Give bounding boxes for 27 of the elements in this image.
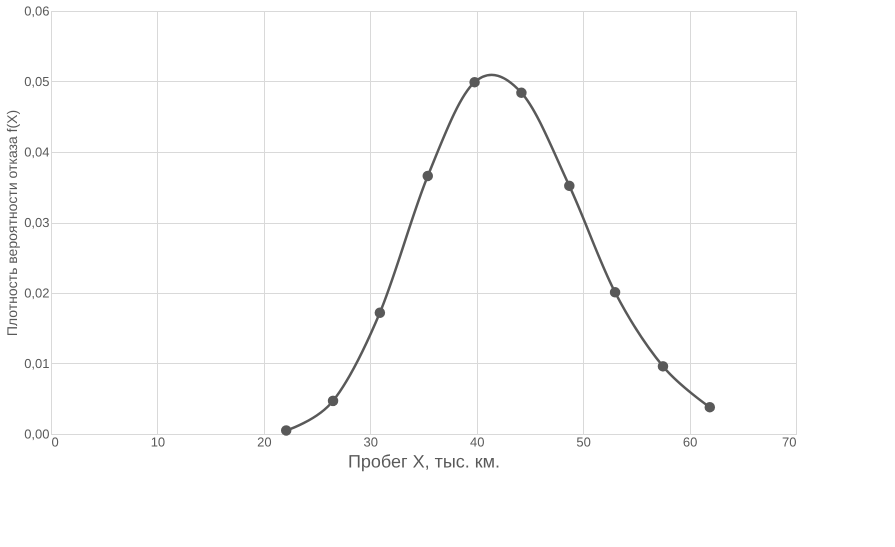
point — [658, 361, 668, 372]
x-tick-label: 10 — [150, 434, 166, 450]
x-tick-label: 20 — [257, 434, 272, 450]
y-tick-label: 0,02 — [24, 286, 50, 300]
point — [516, 88, 527, 98]
y-axis-title: Плотность вероятности отказа f(X) — [4, 110, 20, 336]
x-tick-label: 0 — [52, 434, 59, 450]
x-axis-title: Пробег X, тыс. км. — [348, 452, 500, 472]
point — [280, 425, 292, 436]
y-tick-label: 0,00 — [24, 426, 50, 442]
point — [610, 287, 620, 298]
y-tick-label: 0,05 — [24, 74, 50, 89]
point — [469, 76, 480, 88]
y-tick-label: 0,01 — [24, 356, 50, 371]
point — [564, 180, 575, 192]
y-tick-label: 0,04 — [24, 144, 50, 160]
x-tick-label: 70 — [782, 434, 796, 450]
point — [704, 402, 716, 412]
point — [374, 308, 386, 318]
point — [328, 396, 338, 406]
x-tick-label: 60 — [682, 434, 698, 450]
x-tick-label: 50 — [576, 434, 591, 450]
x-tick-label: 40 — [470, 434, 484, 450]
x-tick-label: 30 — [364, 434, 378, 450]
y-tick-label: 0,03 — [24, 215, 50, 230]
y-tick-label: 0,06 — [24, 4, 50, 18]
point — [422, 170, 433, 182]
